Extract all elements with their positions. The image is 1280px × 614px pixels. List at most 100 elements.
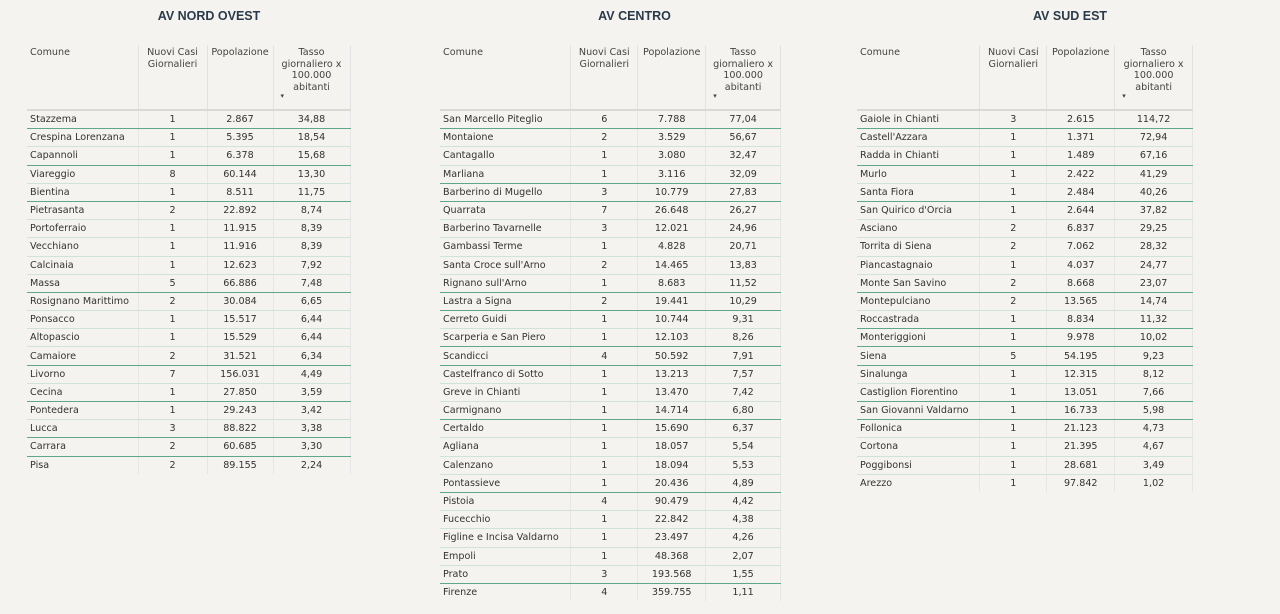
table-row: Rosignano Marittimo 2 30.084 6,65	[27, 292, 351, 312]
cell-popolazione: 4.037	[1046, 256, 1116, 275]
cell-comune: Montaione	[440, 128, 572, 148]
cell-comune: Altopascio	[27, 328, 139, 348]
table-row: Ponsacco 1 15.517 6,44	[27, 310, 351, 330]
column-header-label: Comune	[860, 47, 900, 58]
column-header-nuovi-casi[interactable]: Nuovi Casi Giornalieri	[570, 45, 639, 111]
cell-tasso: 10,29	[705, 292, 781, 312]
cell-comune: Lucca	[27, 419, 139, 439]
cell-tasso: 4,49	[273, 365, 351, 384]
column-header-comune[interactable]: Comune	[857, 45, 981, 111]
table-row: Barberino di Mugello 3 10.779 27,83	[440, 183, 781, 202]
cell-nuovi-casi: 1	[979, 128, 1048, 148]
cell-popolazione: 90.479	[637, 492, 707, 512]
cell-popolazione: 3.116	[637, 165, 707, 184]
table-row: Cantagallo 1 3.080 32,47	[440, 146, 781, 166]
column-header-popolazione[interactable]: Popolazione	[1046, 45, 1116, 111]
table-row: Marliana 1 3.116 32,09	[440, 165, 781, 184]
cell-tasso: 18,54	[273, 128, 351, 148]
table-row: Murlo 1 2.422 41,29	[857, 165, 1193, 184]
cell-comune: Monte San Savino	[857, 274, 981, 293]
cell-nuovi-casi: 1	[570, 437, 639, 457]
table-row: Massa 5 66.886 7,48	[27, 274, 351, 293]
cell-tasso: 11,75	[273, 183, 351, 202]
cell-nuovi-casi: 7	[138, 365, 208, 384]
sort-descending-icon[interactable]: ▾	[280, 92, 285, 100]
column-header-nuovi-casi[interactable]: Nuovi Casi Giornalieri	[138, 45, 208, 111]
cell-tasso: 14,74	[1114, 292, 1193, 312]
table-row: Castell'Azzara 1 1.371 72,94	[857, 128, 1193, 148]
cell-popolazione: 97.842	[1046, 474, 1116, 492]
cell-tasso: 4,38	[705, 510, 781, 530]
column-header-comune[interactable]: Comune	[440, 45, 572, 111]
column-header-nuovi-casi[interactable]: Nuovi Casi Giornalieri	[979, 45, 1048, 111]
cell-comune: Rosignano Marittimo	[27, 292, 139, 312]
cell-popolazione: 18.094	[637, 456, 707, 475]
table-row: Figline e Incisa Valdarno 1 23.497 4,26	[440, 528, 781, 548]
cell-comune: Vecchiano	[27, 237, 139, 257]
sort-descending-icon[interactable]: ▾	[713, 92, 717, 100]
cell-nuovi-casi: 1	[979, 328, 1048, 348]
cell-tasso: 9,23	[1114, 346, 1193, 366]
table-row: Castiglion Fiorentino 1 13.051 7,66	[857, 383, 1193, 403]
column-header-comune[interactable]: Comune	[27, 45, 139, 111]
table-row: Greve in Chianti 1 13.470 7,42	[440, 383, 781, 403]
column-header-popolazione[interactable]: Popolazione	[637, 45, 707, 111]
table-row: Monteriggioni 1 9.978 10,02	[857, 328, 1193, 348]
cell-tasso: 1,11	[705, 583, 781, 602]
cell-tasso: 8,39	[273, 237, 351, 257]
column-header-label: Comune	[443, 47, 483, 58]
table-row: Agliana 1 18.057 5,54	[440, 437, 781, 457]
column-header-tasso[interactable]: Tasso giornaliero x 100.000 abitanti ▾	[1114, 45, 1193, 111]
cell-comune: Pontassieve	[440, 474, 572, 493]
cell-popolazione: 2.615	[1046, 110, 1116, 130]
cell-nuovi-casi: 2	[138, 346, 208, 366]
cell-popolazione: 359.755	[637, 583, 707, 602]
cell-tasso: 29,25	[1114, 219, 1193, 239]
cell-comune: Santa Croce sull'Arno	[440, 256, 572, 275]
cell-nuovi-casi: 1	[138, 328, 208, 348]
cell-comune: Cecina	[27, 383, 139, 403]
cell-nuovi-casi: 2	[979, 274, 1048, 293]
cell-nuovi-casi: 1	[979, 437, 1048, 457]
cell-nuovi-casi: 1	[979, 419, 1048, 439]
cell-tasso: 7,91	[705, 346, 781, 366]
column-header-tasso[interactable]: Tasso giornaliero x 100.000 abitanti ▾	[705, 45, 781, 111]
cell-comune: Scandicci	[440, 346, 572, 366]
table-row: Barberino Tavarnelle 3 12.021 24,96	[440, 219, 781, 239]
table-row: Rignano sull'Arno 1 8.683 11,52	[440, 274, 781, 293]
cell-tasso: 5,54	[705, 437, 781, 457]
cell-nuovi-casi: 2	[138, 201, 208, 221]
cell-comune: Portoferraio	[27, 219, 139, 239]
cell-tasso: 4,26	[705, 528, 781, 548]
cell-tasso: 24,96	[705, 219, 781, 239]
table-row: Lastra a Signa 2 19.441 10,29	[440, 292, 781, 312]
cell-tasso: 11,32	[1114, 310, 1193, 330]
table-row: Altopascio 1 15.529 6,44	[27, 328, 351, 348]
column-header-label: Comune	[30, 47, 70, 58]
cell-comune: Montepulciano	[857, 292, 981, 312]
table-row: Livorno 7 156.031 4,49	[27, 365, 351, 384]
cell-tasso: 5,98	[1114, 401, 1193, 421]
cell-comune: Pietrasanta	[27, 201, 139, 221]
table-row: Camaiore 2 31.521 6,34	[27, 346, 351, 366]
cell-nuovi-casi: 1	[570, 528, 639, 548]
column-header-popolazione[interactable]: Popolazione	[207, 45, 274, 111]
cell-popolazione: 27.850	[207, 383, 274, 403]
cell-nuovi-casi: 1	[570, 419, 639, 439]
cell-popolazione: 8.668	[1046, 274, 1116, 293]
cell-comune: Calenzano	[440, 456, 572, 475]
cell-popolazione: 60.144	[207, 165, 274, 184]
cell-nuovi-casi: 1	[979, 256, 1048, 275]
cell-nuovi-casi: 1	[979, 401, 1048, 421]
table-row: Crespina Lorenzana 1 5.395 18,54	[27, 128, 351, 148]
column-header-label: Tasso giornaliero x 100.000 abitanti	[281, 47, 342, 93]
cell-popolazione: 88.822	[207, 419, 274, 439]
cell-popolazione: 12.623	[207, 256, 274, 275]
table-row: Calcinaia 1 12.623 7,92	[27, 256, 351, 275]
cell-tasso: 4,89	[705, 474, 781, 493]
column-header-label: Nuovi Casi Giornalieri	[987, 47, 1039, 70]
sort-descending-icon[interactable]: ▾	[1122, 92, 1126, 100]
column-header-tasso[interactable]: Tasso giornaliero x 100.000 abitanti ▾	[273, 45, 351, 111]
table-row: Sinalunga 1 12.315 8,12	[857, 365, 1193, 384]
table-row: Montaione 2 3.529 56,67	[440, 128, 781, 148]
